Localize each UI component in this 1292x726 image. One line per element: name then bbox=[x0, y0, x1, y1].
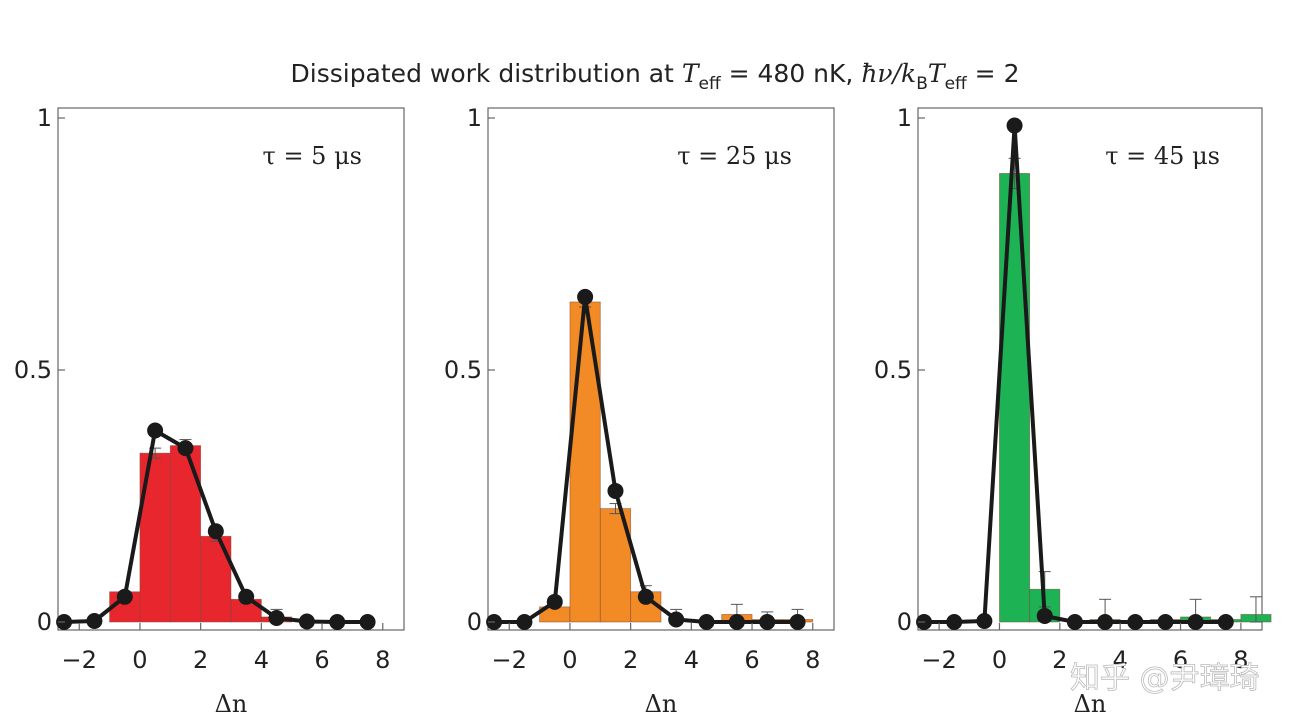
theory-point-2 bbox=[546, 593, 563, 610]
figure-title: Dissipated work distribution at Teff = 4… bbox=[291, 59, 1020, 94]
title-t2-symbol: T bbox=[928, 59, 947, 88]
theory-point-6 bbox=[238, 588, 255, 605]
x-tick-label-5: 8 bbox=[805, 646, 820, 674]
theory-point-4 bbox=[177, 440, 194, 457]
theory-point-6 bbox=[668, 611, 685, 628]
title-eff-subscript: eff bbox=[699, 74, 722, 94]
theory-point-10 bbox=[359, 614, 376, 630]
chart-panel-3: 0 0.5 1 −2 0 2 4 6 8 Δn τ = 45 μs bbox=[874, 104, 1272, 718]
theory-point-9 bbox=[1187, 614, 1204, 630]
x-tick-label-5: 8 bbox=[1233, 646, 1248, 674]
x-tick-label-2: 2 bbox=[623, 646, 638, 674]
panel-label: τ = 5 μs bbox=[263, 142, 362, 170]
y-tick-label-1: 0.5 bbox=[14, 356, 52, 384]
title-b-subscript: B bbox=[916, 74, 928, 94]
chart-panel-2: 0 0.5 1 −2 0 2 4 6 8 Δn τ = 25 μs bbox=[444, 104, 835, 718]
theory-point-1 bbox=[516, 614, 533, 630]
x-tick-label-0: −2 bbox=[492, 646, 527, 674]
title-t-symbol: T bbox=[682, 59, 701, 88]
chart-panels: 0 0.5 1 −2 0 2 4 6 8 Δn τ = 5 μs 0 0.5 1 −2 0 2 4 6 8 Δn τ = … bbox=[14, 104, 1272, 718]
plot-frame bbox=[57, 107, 405, 631]
y-tick-label-1: 0.5 bbox=[874, 356, 912, 384]
y-tick-label-0: 0 bbox=[37, 608, 52, 636]
y-tick-label-2: 1 bbox=[897, 104, 912, 132]
plot-frame bbox=[917, 107, 1263, 631]
theory-point-2 bbox=[116, 588, 133, 605]
title-suffix: = 2 bbox=[967, 59, 1020, 88]
theory-point-7 bbox=[268, 609, 285, 626]
x-tick-label-1: 0 bbox=[992, 646, 1007, 674]
theory-point-1 bbox=[946, 614, 963, 630]
x-tick-label-3: 4 bbox=[684, 646, 699, 674]
theory-point-6 bbox=[1097, 614, 1114, 630]
watermark: 知乎 @尹璋琦 bbox=[1070, 661, 1260, 696]
x-tick-label-0: −2 bbox=[921, 646, 956, 674]
x-tick-label-2: 2 bbox=[193, 646, 208, 674]
theory-point-2 bbox=[976, 612, 993, 629]
theory-point-7 bbox=[698, 614, 715, 630]
theory-line bbox=[494, 294, 798, 624]
theory-point-4 bbox=[607, 482, 624, 499]
theory-point-9 bbox=[329, 614, 346, 630]
theory-point-5 bbox=[207, 523, 224, 540]
x-tick-label-2: 2 bbox=[1052, 646, 1067, 674]
theory-point-8 bbox=[298, 613, 315, 630]
bar-1 bbox=[569, 301, 601, 623]
plot-frame bbox=[487, 107, 835, 631]
y-tick-label-1: 0.5 bbox=[444, 356, 482, 384]
theory-point-8 bbox=[1157, 614, 1174, 630]
x-tick-label-0: −2 bbox=[62, 646, 97, 674]
theory-point-7 bbox=[1127, 614, 1144, 630]
theory-point-5 bbox=[1066, 614, 1083, 630]
title-prefix: Dissipated work distribution at bbox=[291, 59, 682, 88]
panel-label: τ = 25 μs bbox=[677, 142, 792, 170]
theory-point-10 bbox=[1217, 614, 1234, 630]
bar-0 bbox=[999, 173, 1031, 623]
theory-point-8 bbox=[728, 614, 745, 630]
y-tick-label-0: 0 bbox=[467, 608, 482, 636]
title-mid: = 480 nK, bbox=[721, 59, 862, 88]
bar-3 bbox=[200, 535, 232, 623]
x-tick-label-4: 6 bbox=[1173, 646, 1188, 674]
y-tick-label-0: 0 bbox=[897, 608, 912, 636]
x-tick-label-5: 8 bbox=[375, 646, 390, 674]
theory-point-10 bbox=[789, 614, 806, 630]
theory-point-5 bbox=[637, 588, 654, 605]
chart-panel-1: 0 0.5 1 −2 0 2 4 6 8 Δn τ = 5 μs bbox=[14, 104, 405, 718]
x-tick-label-3: 4 bbox=[254, 646, 269, 674]
x-tick-label-1: 0 bbox=[562, 646, 577, 674]
x-axis-label: Δn bbox=[1074, 690, 1107, 718]
theory-point-4 bbox=[1036, 607, 1053, 624]
theory-point-9 bbox=[759, 614, 776, 630]
title-hbar-nu: ħν/ bbox=[861, 59, 903, 88]
theory-line bbox=[924, 123, 1226, 624]
theory-point-3 bbox=[147, 422, 164, 439]
x-tick-label-1: 0 bbox=[132, 646, 147, 674]
theory-point-3 bbox=[1006, 117, 1023, 134]
theory-point-1 bbox=[86, 612, 103, 629]
y-tick-label-2: 1 bbox=[467, 104, 482, 132]
panel-label: τ = 45 μs bbox=[1105, 142, 1220, 170]
x-tick-label-4: 6 bbox=[314, 646, 329, 674]
x-axis-label: Δn bbox=[645, 690, 678, 718]
title-k-symbol: k bbox=[901, 59, 916, 88]
x-axis-label: Δn bbox=[215, 690, 248, 718]
theory-point-3 bbox=[577, 288, 594, 305]
x-tick-label-3: 4 bbox=[1113, 646, 1128, 674]
x-tick-label-4: 6 bbox=[744, 646, 759, 674]
y-tick-label-2: 1 bbox=[37, 104, 52, 132]
title-eff2-subscript: eff bbox=[945, 74, 968, 94]
